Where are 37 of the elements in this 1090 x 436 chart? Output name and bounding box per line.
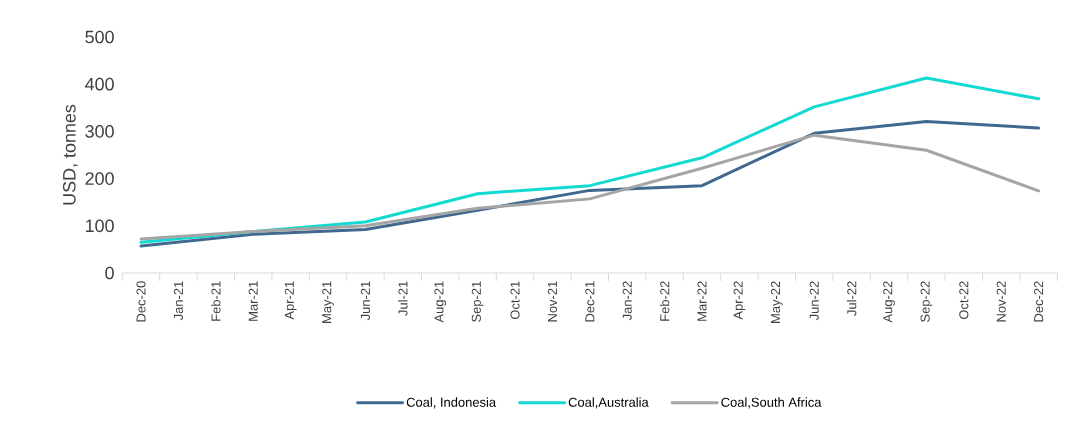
x-tick-label: Feb-21 — [211, 281, 221, 321]
x-tick-label: Jul-22 — [846, 281, 857, 316]
x-tick-label: Apr-22 — [733, 281, 746, 320]
x-tick-label: Nov-21 — [547, 281, 557, 322]
y-tick-label: 400 — [85, 77, 114, 91]
y-axis-title: USD, tonnes — [62, 104, 78, 205]
y-tick-label: 200 — [85, 172, 114, 185]
x-tick-label: Jul-21 — [398, 281, 408, 316]
legend-label: Coal, Indonesia — [406, 397, 497, 409]
y-tick-label: 0 — [105, 266, 114, 280]
x-tick-label: Jun-22 — [809, 281, 819, 321]
x-tick-label: Mar-21 — [248, 281, 258, 321]
legend-label: Coal,South Africa — [721, 397, 822, 409]
line-series — [139, 133, 1041, 241]
x-tick-label: Dec-20 — [136, 281, 146, 322]
x-tick-label: Jan-22 — [622, 281, 632, 321]
x-tick-label: Sep-22 — [920, 281, 933, 322]
x-tick-label: Dec-21 — [585, 281, 595, 322]
x-tick-label: May-21 — [322, 281, 334, 323]
x-tick-label: Aug-22 — [883, 281, 895, 323]
x-tick-label: Oct-22 — [959, 281, 969, 320]
x-tick-label: Jun-21 — [360, 281, 370, 321]
x-tick-label: Nov-22 — [996, 281, 1006, 322]
x-tick-label: Sep-21 — [471, 281, 484, 322]
x-tick-label: May-22 — [770, 281, 783, 323]
x-tick-label: Aug-21 — [434, 281, 447, 323]
x-tick-label: Dec-22 — [1034, 281, 1044, 322]
x-tick-label: Feb-22 — [659, 281, 670, 321]
x-tick-label: Mar-22 — [697, 281, 707, 321]
y-tick-label: 100 — [85, 219, 114, 233]
x-tick-label: Oct-21 — [510, 281, 520, 320]
legend-label: Coal,Australia — [568, 397, 649, 409]
x-tick-label: Apr-21 — [284, 281, 297, 320]
y-tick-label: 500 — [85, 30, 114, 44]
y-tick-label: 300 — [85, 125, 114, 138]
x-tick-label: Jan-21 — [173, 281, 183, 321]
line-series — [139, 119, 1041, 248]
